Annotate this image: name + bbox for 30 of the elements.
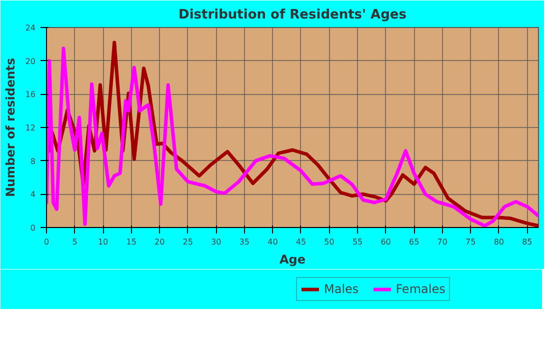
- x-tick-label: 75: [466, 238, 476, 246]
- y-tick-label: 8: [30, 156, 36, 166]
- y-tick-label: 24: [25, 24, 36, 32]
- x-tick-label: 0: [44, 238, 50, 246]
- x-tick-label: 60: [380, 238, 391, 246]
- y-tick-label: 0: [30, 224, 36, 232]
- y-tick-label: 20: [25, 56, 36, 66]
- y-axis-title: Number of residents: [3, 58, 18, 198]
- x-tick-label: 40: [268, 238, 278, 246]
- x-tick-label: 25: [182, 238, 193, 246]
- x-tick-label: 10: [98, 238, 108, 246]
- y-tick-label: 12: [25, 124, 36, 132]
- x-tick-label: 15: [126, 238, 136, 246]
- x-tick-label: 45: [296, 238, 306, 246]
- x-tick-label: 85: [522, 238, 532, 246]
- x-tick-label: 80: [494, 238, 504, 246]
- y-tick-label: 4: [30, 190, 36, 200]
- legend-label: Males: [324, 282, 359, 296]
- x-tick-label: 65: [408, 238, 420, 246]
- y-tick-label: 16: [25, 90, 36, 100]
- x-tick-label: 55: [352, 238, 363, 246]
- x-tick-label: 70: [437, 238, 448, 246]
- x-tick-label: 30: [211, 238, 222, 246]
- x-axis-title: Age: [279, 252, 306, 266]
- x-tick-label: 35: [239, 238, 250, 246]
- x-tick-label: 20: [154, 238, 165, 246]
- x-tick-label: 50: [324, 238, 334, 246]
- chart-title: Distribution of Residents' Ages: [178, 8, 407, 22]
- legend-label: Females: [396, 282, 446, 296]
- x-tick-label: 5: [72, 238, 78, 246]
